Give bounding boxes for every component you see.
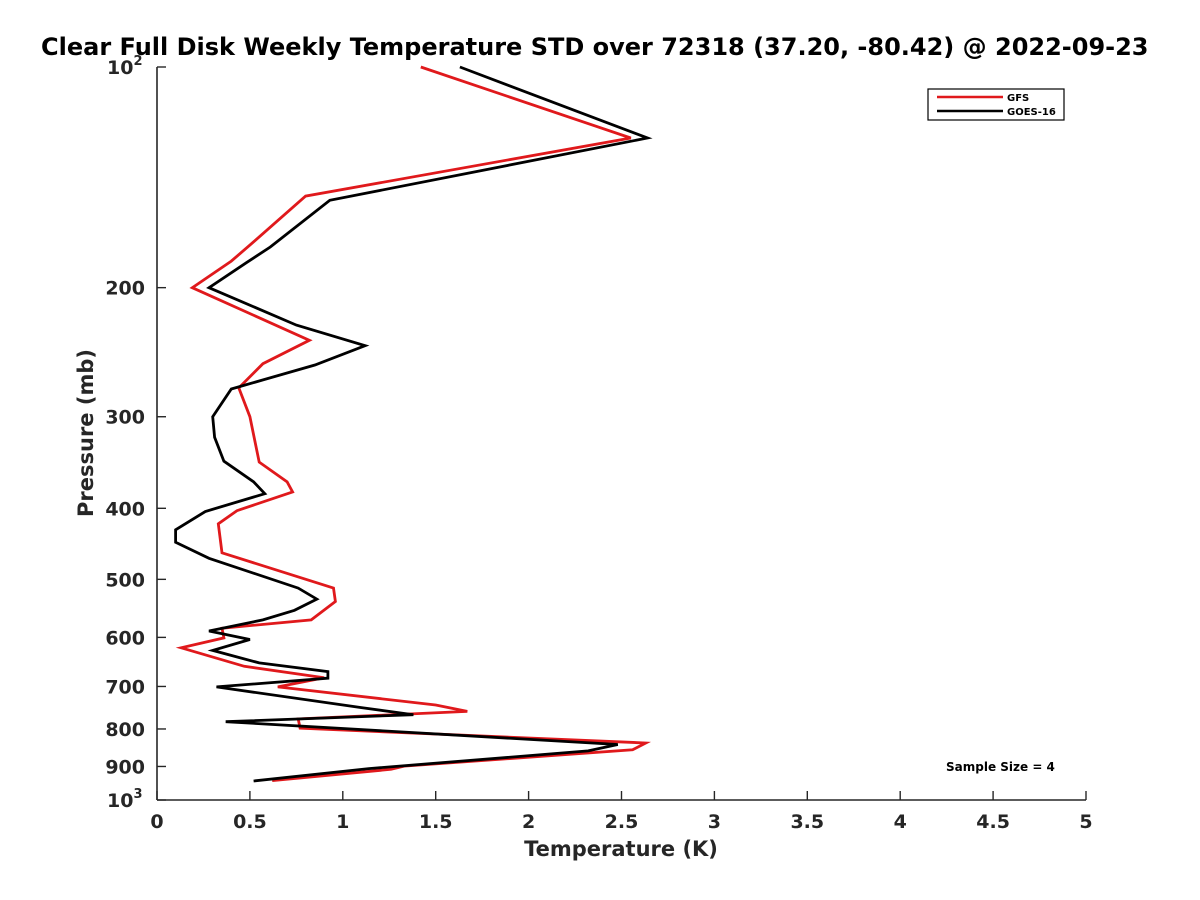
- y-tick-label: 500: [105, 569, 145, 591]
- x-tick-label: 5: [1079, 811, 1092, 833]
- y-tick-label: 600: [105, 627, 145, 649]
- sample-size-annotation: Sample Size = 4: [946, 760, 1055, 774]
- y-tick-label-base: 10: [107, 790, 133, 812]
- x-tick-label: 0: [150, 811, 163, 833]
- y-tick-label-base: 10: [107, 57, 133, 79]
- x-tick-label: 3.5: [790, 811, 824, 833]
- legend-label-goes16: GOES-16: [1007, 107, 1056, 118]
- x-tick-label: 2.5: [605, 811, 639, 833]
- y-tick-label: 102: [107, 54, 143, 79]
- x-axis-label: Temperature (K): [524, 837, 718, 861]
- x-tick-label: 2: [522, 811, 535, 833]
- series-line-goes16: [174, 65, 653, 783]
- y-tick-label: 200: [105, 278, 145, 300]
- y-tick-label: 103: [107, 787, 143, 812]
- chart-title: Clear Full Disk Weekly Temperature STD o…: [41, 33, 1149, 61]
- x-tick-label: 3: [708, 811, 721, 833]
- y-tick-label-exponent: 3: [133, 787, 142, 802]
- x-tick-label: 1.5: [419, 811, 453, 833]
- legend-label-gfs: GFS: [1007, 93, 1029, 104]
- y-tick-label: 700: [105, 676, 145, 698]
- y-tick-label: 400: [105, 498, 145, 520]
- x-tick-label: 1: [336, 811, 349, 833]
- y-axis-label: Pressure (mb): [74, 349, 98, 517]
- y-tick-label: 900: [105, 756, 145, 778]
- x-tick-label: 4.5: [976, 811, 1010, 833]
- y-tick-label: 300: [105, 407, 145, 429]
- x-tick-label: 0.5: [233, 811, 267, 833]
- x-ticks: 0 0.5 1 1.5 2 2.5 3 3.5 4 4.5 5: [150, 791, 1093, 833]
- x-tick-label: 4: [894, 811, 907, 833]
- plot-series: [174, 65, 653, 783]
- legend: GFS GOES-16: [927, 88, 1065, 121]
- series-line-gfs: [175, 65, 652, 782]
- legend-box: [927, 88, 1065, 121]
- y-tick-label-exponent: 2: [133, 54, 142, 69]
- y-tick-label: 800: [105, 719, 145, 741]
